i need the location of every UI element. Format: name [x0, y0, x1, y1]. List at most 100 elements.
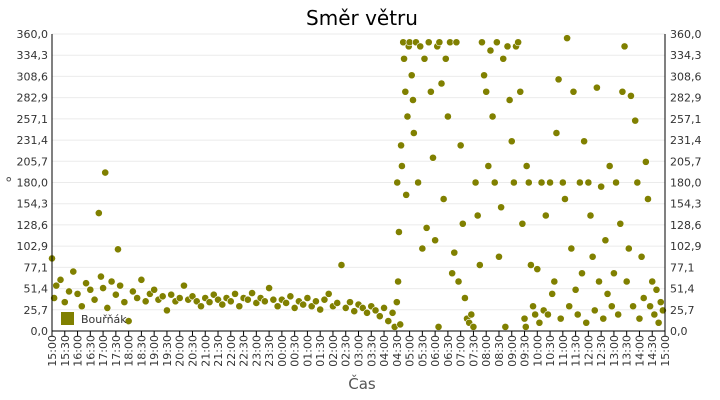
y-tick-label-right: 360,0	[670, 28, 702, 41]
x-tick-label: 16:00	[72, 335, 85, 367]
data-point	[324, 289, 333, 298]
data-point	[380, 303, 388, 312]
x-tick-label: 21:30	[212, 335, 225, 367]
data-point	[490, 178, 499, 187]
y-tick-label-right: 180,0	[670, 177, 702, 190]
x-tick-label: 10:30	[544, 335, 557, 367]
data-point	[597, 182, 606, 191]
data-point	[312, 297, 320, 306]
data-point	[231, 289, 239, 298]
data-point	[299, 300, 308, 309]
data-point	[497, 203, 506, 212]
data-point	[629, 302, 637, 311]
data-point	[429, 153, 437, 162]
data-point	[518, 219, 527, 228]
y-tick-label-right: 0,0	[670, 325, 688, 338]
x-tick-label: 06:00	[429, 335, 442, 367]
data-point	[163, 306, 171, 315]
data-point	[363, 308, 371, 317]
data-point	[639, 294, 648, 302]
x-tick-label: 15:30	[59, 335, 72, 367]
data-point	[618, 87, 627, 96]
data-point	[501, 322, 510, 331]
data-point	[492, 38, 501, 47]
data-point	[431, 236, 440, 245]
x-tick-label: 02:00	[327, 335, 340, 367]
x-tick-label: 15:00	[659, 335, 672, 367]
data-point	[554, 75, 563, 84]
x-tick-label: 11:00	[557, 335, 570, 367]
x-tick-label: 04:00	[378, 335, 391, 367]
y-tick-label-right: 231,4	[670, 134, 702, 147]
data-point	[586, 211, 595, 220]
data-point	[402, 190, 411, 199]
y-tick-label-right: 25,7	[670, 304, 695, 317]
data-point	[546, 178, 554, 187]
data-point	[627, 91, 635, 100]
data-point	[641, 157, 650, 166]
data-point	[273, 302, 282, 311]
data-point	[243, 295, 252, 304]
data-point	[509, 178, 518, 187]
y-tick-label-left: 51,4	[24, 283, 49, 296]
legend-swatch	[61, 312, 74, 325]
data-point	[548, 289, 557, 298]
y-tick-label-left: 25,7	[24, 304, 49, 317]
data-point	[571, 285, 580, 294]
data-point	[94, 209, 103, 217]
data-point	[533, 265, 542, 274]
data-point	[82, 279, 90, 288]
data-point	[116, 281, 125, 290]
data-point	[77, 302, 86, 311]
x-tick-label: 05:00	[404, 335, 417, 367]
data-point	[443, 112, 452, 121]
data-point	[158, 292, 167, 301]
data-point	[603, 289, 612, 298]
data-point	[486, 46, 495, 55]
x-tick-label: 18:30	[135, 335, 148, 367]
data-point	[358, 303, 367, 312]
data-point	[414, 178, 422, 187]
data-point	[192, 297, 201, 306]
x-tick-label: 11:30	[570, 335, 583, 367]
data-point	[73, 289, 82, 298]
data-point	[167, 290, 176, 299]
data-point	[337, 261, 346, 269]
data-point	[124, 317, 133, 325]
data-point	[471, 178, 480, 187]
data-point	[252, 299, 261, 307]
x-tick-label: 03:00	[353, 335, 366, 367]
data-point	[375, 312, 384, 321]
x-tick-label: 14:30	[646, 335, 659, 367]
x-tick-label: 16:30	[84, 335, 97, 367]
y-tick-label-left: 308,6	[17, 70, 49, 83]
x-tick-label: 20:30	[186, 335, 199, 367]
x-tick-label: 19:30	[161, 335, 174, 367]
data-point	[524, 178, 533, 187]
data-point	[531, 310, 540, 319]
data-point	[422, 223, 431, 232]
y-tick-label-right: 128,6	[670, 219, 702, 232]
x-tick-label: 04:30	[391, 335, 404, 367]
legend: Bouřňák	[61, 312, 127, 326]
data-point	[409, 129, 418, 137]
y-tick-label-left: 0,0	[31, 325, 49, 338]
y-tick-label-right: 102,9	[670, 240, 702, 253]
x-tick-label: 01:00	[301, 335, 314, 367]
data-point	[197, 302, 205, 311]
x-tick-label: 14:00	[633, 335, 646, 367]
data-point	[384, 317, 393, 325]
data-point	[592, 83, 601, 92]
x-tick-label: 00:30	[289, 335, 302, 367]
data-point	[60, 298, 69, 307]
data-point	[218, 300, 227, 309]
data-point	[475, 261, 484, 269]
data-point	[567, 244, 576, 253]
x-tick-label: 22:00	[225, 335, 238, 367]
data-point	[580, 137, 589, 146]
chart-title: Směr větru	[306, 6, 418, 30]
data-point	[420, 54, 429, 63]
data-point	[652, 285, 661, 294]
data-point	[388, 308, 397, 317]
